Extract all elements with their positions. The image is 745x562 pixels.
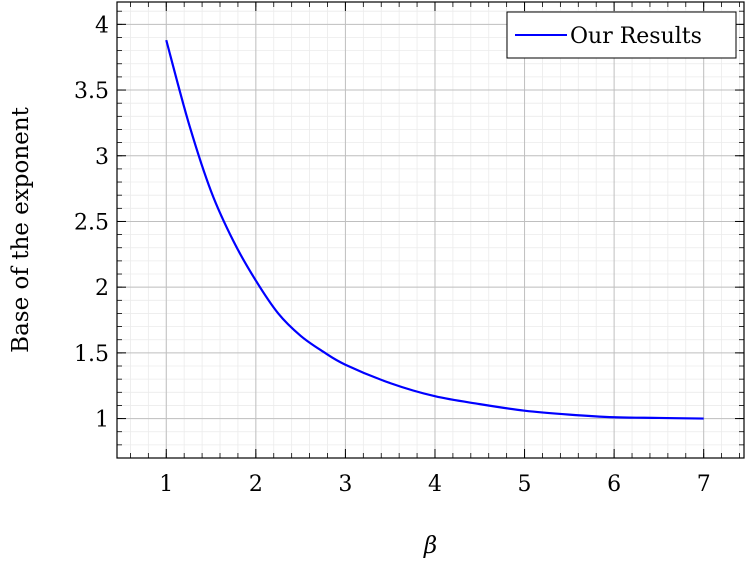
tick-labels: 1 2 3 4 5 6 7 1 1.5 2 2.5 3 3.5 4: [74, 13, 711, 497]
y-tick-label: 1.5: [74, 342, 109, 367]
y-tick-label: 2: [95, 276, 109, 301]
y-tick-label: 3.5: [74, 79, 109, 104]
x-axis-label: β: [423, 533, 437, 559]
series-layer: [165, 39, 704, 420]
minor-grid: [117, 2, 744, 458]
x-tick-label: 3: [338, 472, 352, 497]
axis-ticks: [117, 2, 744, 458]
x-tick-label: 2: [249, 472, 263, 497]
y-tick-label: 2.5: [74, 210, 109, 235]
plot-frame: [116, 1, 745, 459]
x-tick-label: 6: [607, 472, 621, 497]
legend: Our Results: [506, 11, 737, 59]
y-tick-label: 4: [95, 13, 109, 38]
y-tick-label: 3: [95, 145, 109, 170]
series-line-our-results: [165, 39, 704, 420]
y-tick-label: 1: [95, 408, 109, 433]
x-tick-label: 4: [428, 472, 442, 497]
y-axis-label: Base of the exponent: [8, 106, 34, 352]
x-tick-label: 1: [159, 472, 173, 497]
x-tick-label: 7: [697, 472, 711, 497]
x-tick-label: 5: [518, 472, 532, 497]
legend-label-our-results: Our Results: [570, 24, 702, 49]
